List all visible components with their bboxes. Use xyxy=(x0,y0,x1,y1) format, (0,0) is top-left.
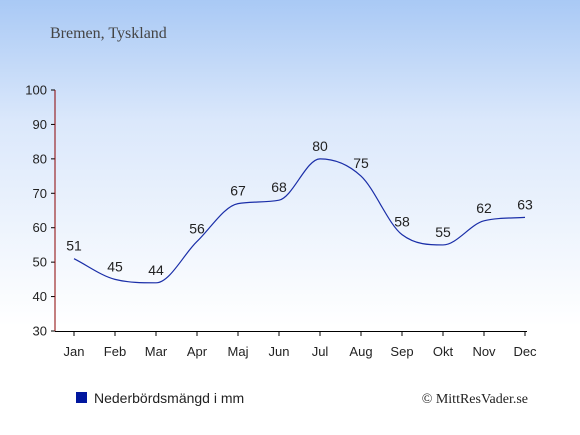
data-label: 80 xyxy=(312,138,328,154)
x-tick-label: Jan xyxy=(64,344,85,359)
legend-label: Nederbördsmängd i mm xyxy=(94,390,244,406)
x-tick-label: Sep xyxy=(390,344,413,359)
x-tick-label: Maj xyxy=(228,344,249,359)
x-tick-label: Dec xyxy=(513,344,537,359)
x-tick-label: Jul xyxy=(312,344,329,359)
x-tick-label: Aug xyxy=(349,344,372,359)
data-label: 68 xyxy=(271,179,287,195)
x-tick-label: Mar xyxy=(145,344,168,359)
data-label: 62 xyxy=(476,200,492,216)
legend-marker xyxy=(76,392,87,403)
x-tick-label: Okt xyxy=(433,344,454,359)
y-axis-ticks: 30 40 50 60 70 80 90 100 xyxy=(25,83,55,339)
y-tick-label: 60 xyxy=(33,220,47,235)
data-label: 67 xyxy=(230,183,246,199)
x-tick-label: Jun xyxy=(269,344,290,359)
data-labels: 51 45 44 56 67 68 80 75 58 55 62 63 xyxy=(66,138,533,278)
x-tick-label: Apr xyxy=(187,344,208,359)
y-tick-label: 90 xyxy=(33,117,47,132)
data-label: 51 xyxy=(66,238,82,254)
data-label: 63 xyxy=(517,196,533,212)
y-tick-label: 70 xyxy=(33,186,47,201)
data-label: 55 xyxy=(435,224,451,240)
y-tick-label: 50 xyxy=(33,255,47,270)
y-tick-label: 40 xyxy=(33,289,47,304)
x-tick-label: Feb xyxy=(104,344,126,359)
chart-title: Bremen, Tyskland xyxy=(50,25,167,42)
data-label: 45 xyxy=(107,258,123,274)
series-line-precipitation xyxy=(73,158,526,284)
credit-text: © MittResVader.se xyxy=(422,392,528,407)
y-tick-label: 30 xyxy=(33,324,47,339)
data-label: 58 xyxy=(394,214,410,230)
x-axis-ticks: Jan Feb Mar Apr Maj Jun Jul Aug Sep Okt Nov Dec xyxy=(64,331,537,359)
data-label: 75 xyxy=(353,155,369,171)
data-label: 44 xyxy=(148,262,164,278)
y-tick-label: 100 xyxy=(25,83,47,98)
x-tick-label: Nov xyxy=(472,344,496,359)
y-tick-label: 80 xyxy=(33,151,47,166)
data-label: 56 xyxy=(189,220,205,236)
